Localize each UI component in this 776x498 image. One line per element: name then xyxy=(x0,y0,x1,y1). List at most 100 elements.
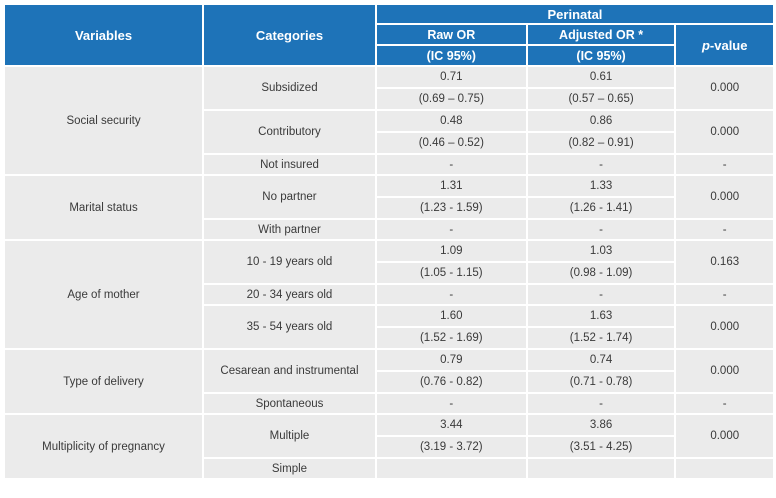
raw-or-cell: - xyxy=(376,220,526,239)
category-cell: Simple xyxy=(204,459,375,478)
p-value-cell: 0.000 xyxy=(676,67,773,109)
header-variables: Variables xyxy=(5,5,203,65)
variable-cell: Marital status xyxy=(5,176,203,239)
p-value-cell: - xyxy=(676,155,773,174)
category-cell: 35 - 54 years old xyxy=(204,306,375,348)
p-value-cell: - xyxy=(676,220,773,239)
category-cell: Cesarean and instrumental xyxy=(204,350,375,392)
table-body: Social security Subsidized 0.71 (0.69 – 0.7… xyxy=(5,67,773,478)
table-row: With partner - - - xyxy=(5,220,773,239)
raw-or-cell: - xyxy=(376,155,526,174)
raw-or-value: 0.48 xyxy=(440,115,463,127)
table-row: Type of delivery Cesarean and instrumenta… xyxy=(5,350,773,413)
adjusted-or-cell: 1.33 (1.26 - 1.41) xyxy=(527,176,675,218)
category-cell: Multiple xyxy=(204,415,375,457)
table-row: Age of mother 10 - 19 years old 1.09 (1.05 … xyxy=(5,241,773,348)
adjusted-or-ci: (1.52 - 1.74) xyxy=(527,326,675,348)
table-row: 35 - 54 years old 1.60 (1.52 - 1.69) 1.63 (1… xyxy=(5,306,773,348)
raw-or-cell: 3.44 (3.19 - 3.72) xyxy=(376,415,526,457)
raw-or-value: 3.44 xyxy=(440,419,463,431)
adjusted-or-cell: 3.86 (3.51 - 4.25) xyxy=(527,415,675,457)
adjusted-or-value: 0.74 xyxy=(589,354,613,366)
header-perinatal: Perinatal xyxy=(376,5,773,23)
header-p-italic: p xyxy=(701,37,710,53)
header-p-suffix: -value xyxy=(709,37,748,53)
adjusted-or-cell: - xyxy=(527,155,675,174)
p-value-cell: 0.000 xyxy=(676,350,773,392)
raw-or-cell: 0.71 (0.69 – 0.75) xyxy=(376,67,526,109)
raw-or-ci: (0.69 – 0.75) xyxy=(376,87,526,109)
table-row: Simple xyxy=(5,459,773,478)
adjusted-or-cell xyxy=(527,459,675,478)
raw-or-ci: (1.52 - 1.69) xyxy=(376,326,526,348)
raw-or-cell: 1.31 (1.23 - 1.59) xyxy=(376,176,526,218)
table-row: Marital status No partner 1.31 (1.23 - 1.59… xyxy=(5,176,773,239)
p-value-cell: 0.000 xyxy=(676,415,773,457)
adjusted-or-cell: 0.61 (0.57 – 0.65) xyxy=(527,67,675,109)
raw-or-cell: 1.60 (1.52 - 1.69) xyxy=(376,306,526,348)
table-row: Spontaneous - - - xyxy=(5,394,773,413)
adjusted-or-ci: (0.82 – 0.91) xyxy=(527,131,675,153)
category-cell: Spontaneous xyxy=(204,394,375,413)
raw-or-value: 1.31 xyxy=(440,180,463,192)
p-value-cell: 0.163 xyxy=(676,241,773,283)
adjusted-or-value: 1.03 xyxy=(589,245,613,257)
adjusted-or-cell: - xyxy=(527,394,675,413)
adjusted-or-cell: - xyxy=(527,285,675,304)
raw-or-value: 1.09 xyxy=(440,245,463,257)
raw-or-ci: (0.76 - 0.82) xyxy=(376,370,526,392)
header-adjusted-ci: (IC 95%) xyxy=(527,46,675,65)
raw-or-cell: 0.79 (0.76 - 0.82) xyxy=(376,350,526,392)
p-value-cell xyxy=(676,459,773,478)
raw-or-cell xyxy=(376,459,526,478)
table-row: 20 - 34 years old - - - xyxy=(5,285,773,304)
category-cell: Subsidized xyxy=(204,67,375,109)
adjusted-or-ci: (3.51 - 4.25) xyxy=(527,435,675,457)
category-cell: Contributory xyxy=(204,111,375,153)
adjusted-or-cell: 1.63 (1.52 - 1.74) xyxy=(527,306,675,348)
header-raw-or: Raw OR xyxy=(376,25,526,44)
variable-cell: Age of mother xyxy=(5,241,203,348)
adjusted-or-cell: 1.03 (0.98 - 1.09) xyxy=(527,241,675,283)
adjusted-or-value: 0.61 xyxy=(589,71,613,83)
raw-or-value: 1.60 xyxy=(440,310,463,322)
raw-or-cell: - xyxy=(376,394,526,413)
category-cell: Not insured xyxy=(204,155,375,174)
raw-or-ci: (1.05 - 1.15) xyxy=(376,261,526,283)
adjusted-or-cell: 0.74 (0.71 - 0.78) xyxy=(527,350,675,392)
adjusted-or-cell: - xyxy=(527,220,675,239)
p-value-cell: 0.000 xyxy=(676,176,773,218)
p-value-cell: - xyxy=(676,285,773,304)
header-adjusted-or: Adjusted OR * xyxy=(527,25,675,44)
raw-or-value: 0.79 xyxy=(440,354,463,366)
header-categories: Categories xyxy=(204,5,375,65)
table-row: Contributory 0.48 (0.46 – 0.52) 0.86 (0.82 –… xyxy=(5,111,773,153)
adjusted-or-value: 1.63 xyxy=(589,310,613,322)
table-row: Multiplicity of pregnancy Multiple 3.44 (3.… xyxy=(5,415,773,478)
header-p-value: p-value xyxy=(676,25,773,65)
raw-or-cell: 1.09 (1.05 - 1.15) xyxy=(376,241,526,283)
variable-cell: Multiplicity of pregnancy xyxy=(5,415,203,478)
p-value-cell: - xyxy=(676,394,773,413)
raw-or-ci: (3.19 - 3.72) xyxy=(376,435,526,457)
table-header: Variables Categories Perinatal Raw OR Ad… xyxy=(5,5,773,65)
table-row: Social security Subsidized 0.71 (0.69 – 0.7… xyxy=(5,67,773,174)
raw-or-ci: (1.23 - 1.59) xyxy=(376,196,526,218)
category-cell: No partner xyxy=(204,176,375,218)
category-cell: 10 - 19 years old xyxy=(204,241,375,283)
variable-cell: Type of delivery xyxy=(5,350,203,413)
p-value-cell: 0.000 xyxy=(676,111,773,153)
category-cell: 20 - 34 years old xyxy=(204,285,375,304)
header-raw-ci: (IC 95%) xyxy=(376,46,526,65)
p-value-cell: 0.000 xyxy=(676,306,773,348)
adjusted-or-ci: (0.57 – 0.65) xyxy=(527,87,675,109)
raw-or-value: 0.71 xyxy=(440,71,463,83)
adjusted-or-value: 3.86 xyxy=(589,419,613,431)
raw-or-cell: - xyxy=(376,285,526,304)
adjusted-or-ci: (1.26 - 1.41) xyxy=(527,196,675,218)
adjusted-or-ci: (0.71 - 0.78) xyxy=(527,370,675,392)
raw-or-cell: 0.48 (0.46 – 0.52) xyxy=(376,111,526,153)
adjusted-or-value: 0.86 xyxy=(589,115,613,127)
adjusted-or-cell: 0.86 (0.82 – 0.91) xyxy=(527,111,675,153)
raw-or-ci: (0.46 – 0.52) xyxy=(376,131,526,153)
